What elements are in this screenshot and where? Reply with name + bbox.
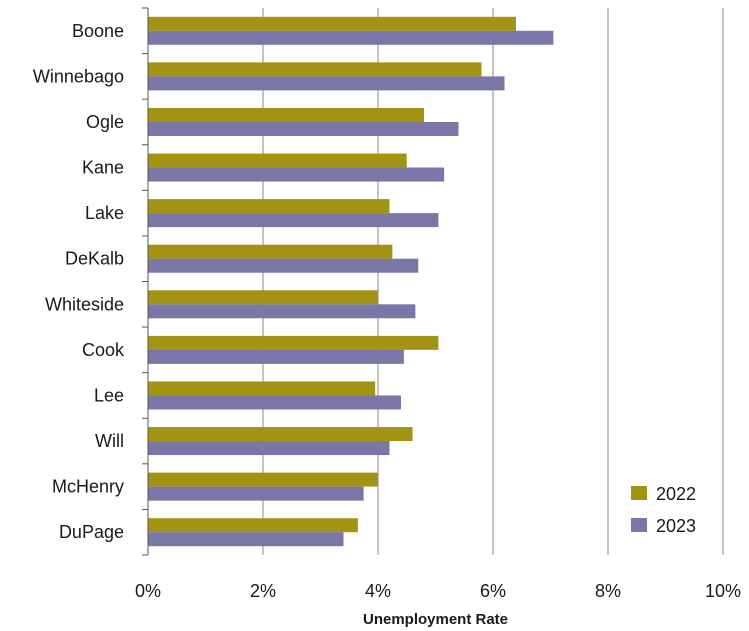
- bar-2023-whiteside: [148, 304, 416, 319]
- bar-2023-dekalb: [148, 258, 419, 273]
- x-axis-title: Unemployment Rate: [363, 611, 508, 628]
- legend-swatch-2022: [631, 486, 647, 500]
- bar-2023-lee: [148, 395, 401, 410]
- grid-lines: [142, 7, 724, 556]
- category-labels: Boone Winnebago Ogle Kane Lake DeKalb Whitesid…: [33, 21, 125, 542]
- bars: [148, 16, 554, 547]
- category-label: Lee: [94, 385, 124, 405]
- x-tick-label: 4%: [365, 581, 391, 601]
- bar-2022-lake: [148, 199, 390, 214]
- x-tick-label: 8%: [595, 581, 621, 601]
- bar-2022-cook: [148, 335, 439, 350]
- category-label: McHenry: [52, 477, 124, 497]
- legend-label-2022: 2022: [656, 484, 696, 504]
- bar-2023-dupage: [148, 532, 344, 547]
- legend: 2022 2023: [631, 484, 696, 536]
- category-label: Ogle: [86, 112, 124, 132]
- x-tick-label: 10%: [705, 581, 741, 601]
- x-tick-labels: 0% 2% 4% 6% 8% 10%: [135, 581, 741, 601]
- x-tick-label: 2%: [250, 581, 276, 601]
- bar-2023-will: [148, 441, 390, 456]
- category-label: Kane: [82, 158, 124, 178]
- legend-swatch-2023: [631, 518, 647, 532]
- x-tick-label: 6%: [480, 581, 506, 601]
- bar-2023-lake: [148, 213, 439, 228]
- bar-2022-dupage: [148, 518, 358, 533]
- bar-2023-mchenry: [148, 486, 364, 501]
- bar-2023-kane: [148, 167, 445, 182]
- category-label: Lake: [85, 203, 124, 223]
- category-label: DeKalb: [65, 249, 124, 269]
- bar-2023-winnebago: [148, 76, 505, 91]
- bar-2022-mchenry: [148, 472, 378, 487]
- legend-label-2023: 2023: [656, 516, 696, 536]
- bar-2023-cook: [148, 349, 404, 364]
- category-label: Will: [95, 431, 124, 451]
- bar-2023-boone: [148, 30, 554, 45]
- bar-2022-dekalb: [148, 244, 393, 259]
- category-label: Winnebago: [33, 66, 124, 86]
- category-label: DuPage: [59, 522, 124, 542]
- bar-2022-boone: [148, 16, 516, 31]
- bar-2022-will: [148, 427, 413, 442]
- bar-2023-ogle: [148, 121, 459, 136]
- category-label: Whiteside: [45, 294, 124, 314]
- bar-2022-whiteside: [148, 290, 378, 305]
- x-tick-label: 0%: [135, 581, 161, 601]
- bar-2022-kane: [148, 153, 407, 168]
- bar-2022-winnebago: [148, 62, 482, 77]
- bar-2022-ogle: [148, 107, 424, 122]
- category-label: Boone: [72, 21, 124, 41]
- bar-2022-lee: [148, 381, 376, 396]
- category-label: Cook: [82, 340, 125, 360]
